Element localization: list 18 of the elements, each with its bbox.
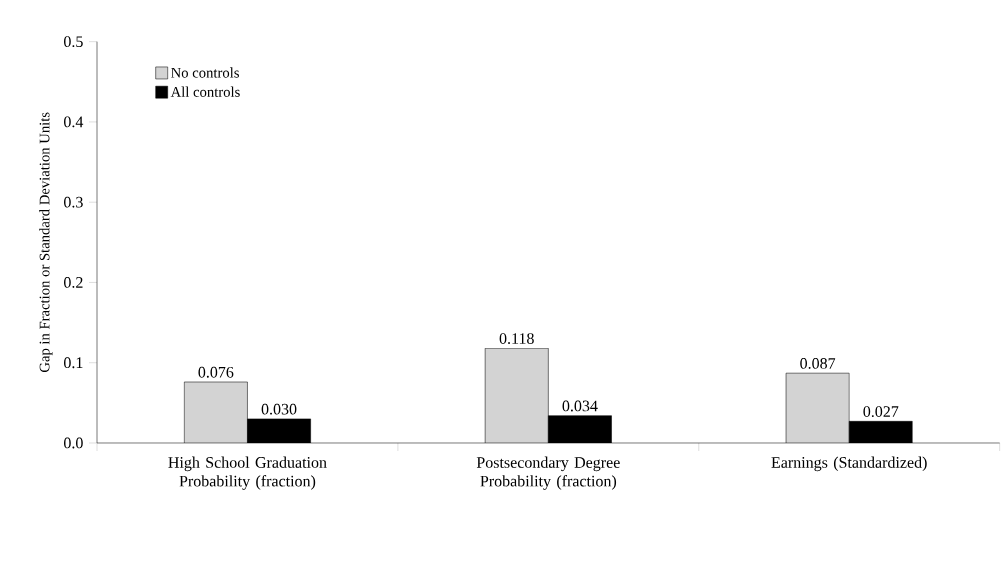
data-label: 0.118 xyxy=(499,333,534,345)
y-tick-label: 0.5 xyxy=(64,36,83,48)
y-axis-title: Gap in Fraction or Standard Deviation Units xyxy=(39,112,53,373)
legend-label: All controls xyxy=(170,86,240,97)
data-label: 0.030 xyxy=(261,403,297,415)
y-tick-label: 0.4 xyxy=(64,116,84,128)
legend-label: No controls xyxy=(171,67,239,78)
y-tick-label: 0.2 xyxy=(64,277,83,288)
y-tick-label: 0.0 xyxy=(64,437,83,449)
data-label: 0.076 xyxy=(198,366,234,378)
x-tick-label: Postsecondary Degree Probability (fraction) xyxy=(476,456,620,490)
x-tick-label: Earnings (Standardized) xyxy=(771,456,927,472)
data-label: 0.034 xyxy=(562,400,598,412)
x-tick-label: High School Graduation Probability (fraction) xyxy=(168,456,327,490)
data-label: 0.087 xyxy=(800,358,836,369)
y-tick-label: 0.3 xyxy=(64,196,83,208)
data-label: 0.027 xyxy=(863,406,899,418)
y-tick-label: 0.1 xyxy=(64,357,83,369)
